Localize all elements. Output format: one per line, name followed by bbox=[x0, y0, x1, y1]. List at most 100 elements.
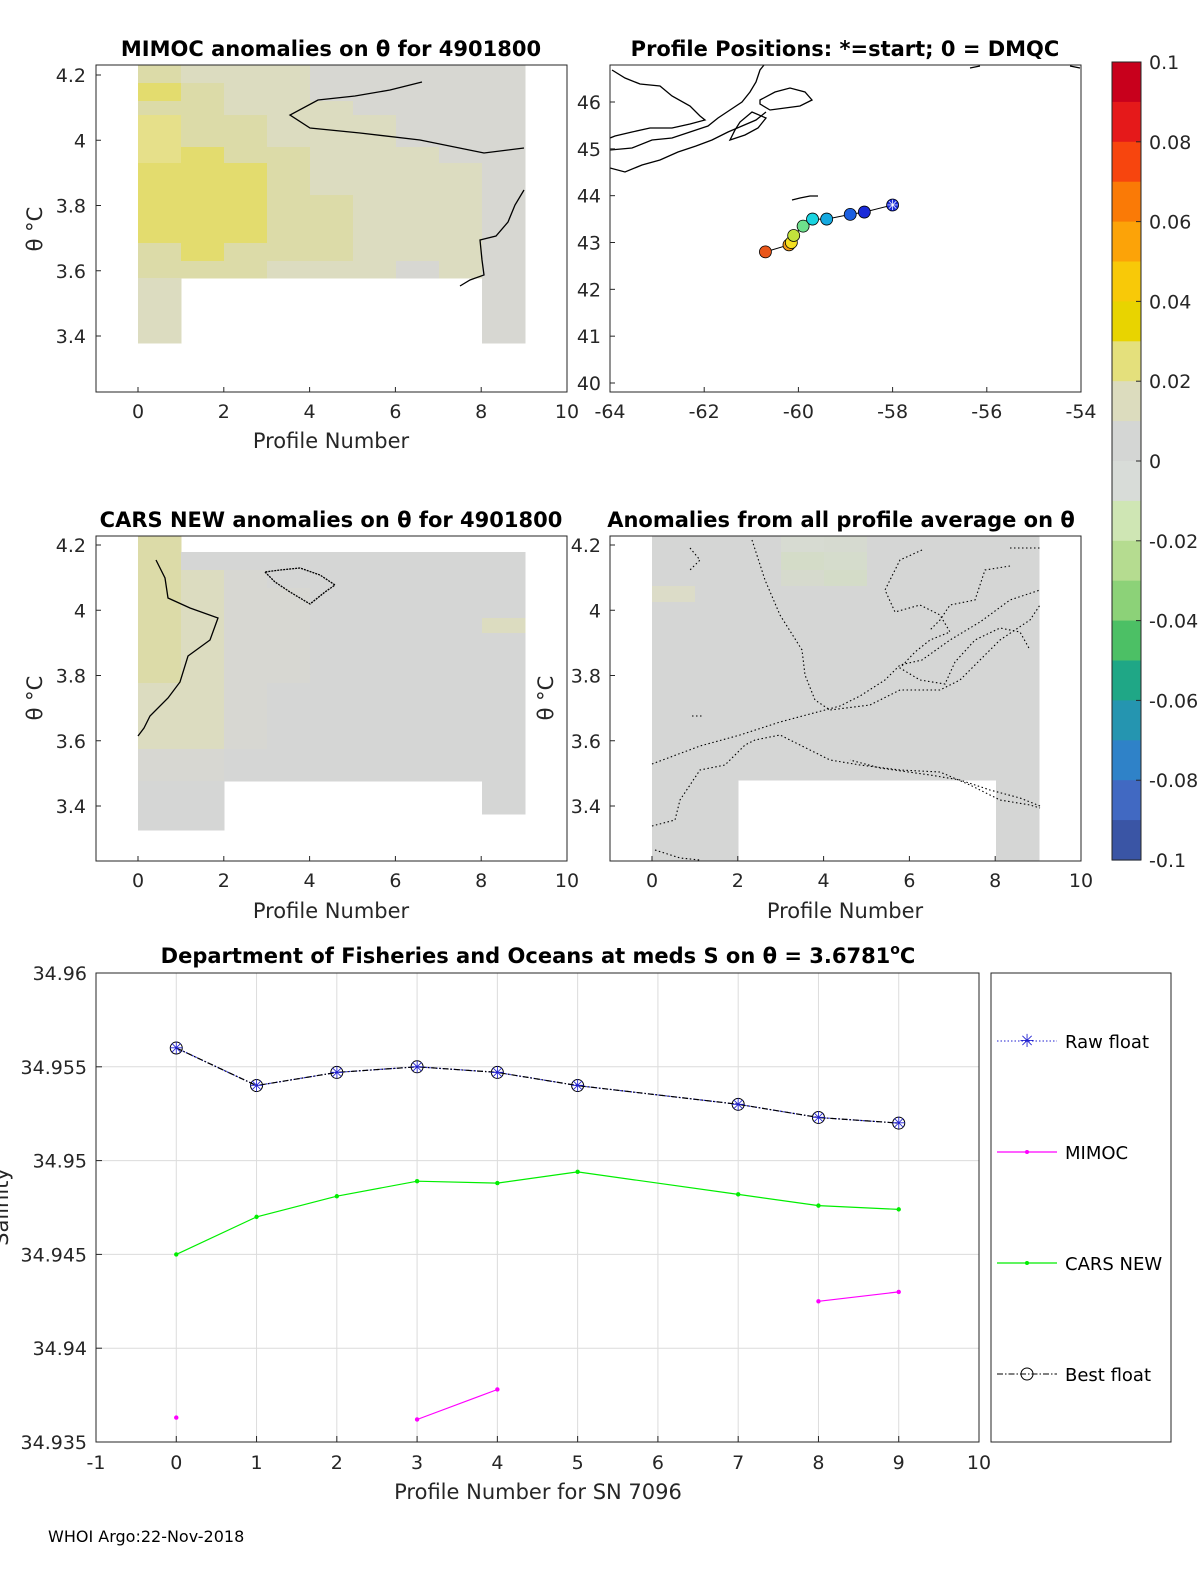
colorbar-segment bbox=[1112, 820, 1141, 861]
cars-cell bbox=[439, 618, 483, 634]
mimoc-x-tick-label: 10 bbox=[555, 401, 579, 423]
mimoc-cell bbox=[181, 83, 225, 102]
cars-cell bbox=[310, 552, 354, 571]
mimoc-anomaly-grid bbox=[138, 65, 526, 344]
average-contour-line bbox=[651, 589, 1041, 765]
cars-cell bbox=[267, 683, 311, 750]
salinity-x-tick-label: 6 bbox=[652, 1452, 664, 1474]
positions-y-tick-label: 41 bbox=[577, 326, 601, 348]
cars-cell bbox=[224, 683, 268, 750]
mimoc-cell bbox=[396, 147, 440, 164]
average-x-tick-label: 0 bbox=[646, 870, 658, 892]
positions-x-ticks: -64 -62 -60 -58 -56 -54 bbox=[594, 387, 1097, 423]
best-float-point bbox=[490, 1065, 504, 1079]
mimoc-cell bbox=[138, 101, 182, 116]
average-cell bbox=[867, 586, 911, 603]
coastline bbox=[1069, 65, 1081, 69]
salinity-x-tick-label: 3 bbox=[411, 1452, 423, 1474]
cars-cell bbox=[224, 618, 268, 634]
cars-cell bbox=[310, 749, 354, 782]
cars-cell bbox=[396, 588, 440, 619]
best-float-point bbox=[250, 1079, 264, 1093]
coastline bbox=[610, 65, 765, 151]
positions-y-tick-label: 44 bbox=[577, 186, 601, 208]
mimoc-cell bbox=[439, 101, 483, 116]
best-float-point bbox=[571, 1079, 585, 1093]
salinity-x-tick-label: -1 bbox=[87, 1452, 106, 1474]
cars-new-point bbox=[254, 1214, 259, 1220]
mimoc-cell bbox=[482, 243, 526, 262]
colorbar-tick-label: -0.08 bbox=[1149, 770, 1198, 792]
positions-y-tick-label: 45 bbox=[577, 139, 601, 161]
mimoc-contour-line bbox=[459, 189, 525, 287]
cars-cell bbox=[310, 683, 354, 750]
mimoc-cell bbox=[396, 211, 440, 244]
salinity-x-tick-label: 10 bbox=[967, 1452, 991, 1474]
mimoc-cell bbox=[482, 147, 526, 164]
average-contour-line bbox=[849, 759, 1041, 807]
mimoc-cell bbox=[482, 163, 526, 196]
mimoc-contour-line bbox=[288, 81, 525, 154]
mimoc-cell bbox=[181, 101, 225, 116]
footer-credit: WHOI Argo:22-Nov-2018 bbox=[48, 1527, 244, 1546]
best-float-point bbox=[731, 1097, 745, 1111]
cars-y-tick-label: 3.4 bbox=[56, 796, 86, 818]
float-position-dot bbox=[796, 219, 810, 233]
cars-new-point bbox=[495, 1180, 500, 1186]
positions-panel: ✳ -64 -62 -60 -58 -56 -54 40 41 42 43 44 45 46 Prof… bbox=[577, 37, 1097, 423]
cars-cell bbox=[267, 633, 311, 684]
mimoc-cell bbox=[310, 163, 354, 196]
average-y-label: θ °C bbox=[534, 676, 558, 721]
cars-cell bbox=[181, 633, 225, 684]
average-cell bbox=[953, 602, 997, 781]
salinity-x-tick-label: 0 bbox=[170, 1452, 182, 1474]
mimoc-cell bbox=[224, 195, 268, 212]
colorbar-tick-label: 0.08 bbox=[1149, 132, 1191, 154]
colorbar-segment bbox=[1112, 461, 1141, 502]
average-cell bbox=[695, 586, 739, 603]
float-position-dot bbox=[857, 205, 871, 219]
mimoc-point bbox=[495, 1387, 500, 1392]
colorbar-tick-label: 0.02 bbox=[1149, 371, 1191, 393]
average-cell bbox=[867, 552, 911, 571]
mimoc-cell bbox=[267, 101, 311, 116]
mimoc-cell bbox=[396, 65, 440, 84]
salinity-x-tick-label: 7 bbox=[732, 1452, 744, 1474]
colorbar-tick-label: -0.06 bbox=[1149, 690, 1198, 712]
positions-x-tick-label: -64 bbox=[594, 401, 625, 423]
colorbar-segment bbox=[1112, 780, 1141, 821]
cars-cell bbox=[396, 570, 440, 589]
cars-new-point bbox=[896, 1207, 901, 1212]
raw-float-point: ✳ bbox=[811, 1108, 825, 1128]
cars-cell bbox=[138, 536, 182, 553]
cars-new-point bbox=[735, 1192, 741, 1197]
mimoc-cell bbox=[224, 65, 268, 84]
average-cell bbox=[781, 602, 825, 781]
legend-item-cars-new: CARS NEW bbox=[997, 1254, 1162, 1275]
mimoc-cell bbox=[267, 163, 311, 196]
cars-anomaly-grid bbox=[138, 536, 526, 831]
cars-cell bbox=[310, 570, 354, 589]
average-cell bbox=[996, 536, 1040, 553]
mimoc-cell bbox=[439, 83, 483, 102]
average-x-tick-label: 2 bbox=[732, 870, 744, 892]
cars-cell bbox=[224, 588, 268, 619]
positions-x-tick-label: -60 bbox=[783, 401, 814, 423]
mimoc-cell bbox=[310, 261, 354, 279]
salinity-x-tick-label: 1 bbox=[250, 1452, 262, 1474]
average-y-tick-label: 3.4 bbox=[571, 796, 601, 818]
colorbar-segment bbox=[1112, 301, 1141, 342]
legend: ✳ Raw float MIMOC CARS NEW Best float bbox=[990, 972, 1172, 1443]
cars-cell bbox=[138, 618, 182, 634]
average-cell bbox=[652, 602, 696, 781]
float-position-dot bbox=[787, 229, 801, 242]
average-x-tick-label: 8 bbox=[989, 870, 1001, 892]
mimoc-y-tick-label: 3.4 bbox=[56, 326, 86, 348]
salinity-x-tick-label: 8 bbox=[812, 1452, 824, 1474]
average-y-tick-label: 4 bbox=[589, 600, 601, 622]
legend-box bbox=[990, 972, 1172, 1443]
float-position-dot bbox=[820, 212, 834, 226]
circle-marker-icon bbox=[1020, 1367, 1034, 1381]
salinity-title-degree: o bbox=[890, 942, 900, 958]
mimoc-cell bbox=[439, 147, 483, 164]
